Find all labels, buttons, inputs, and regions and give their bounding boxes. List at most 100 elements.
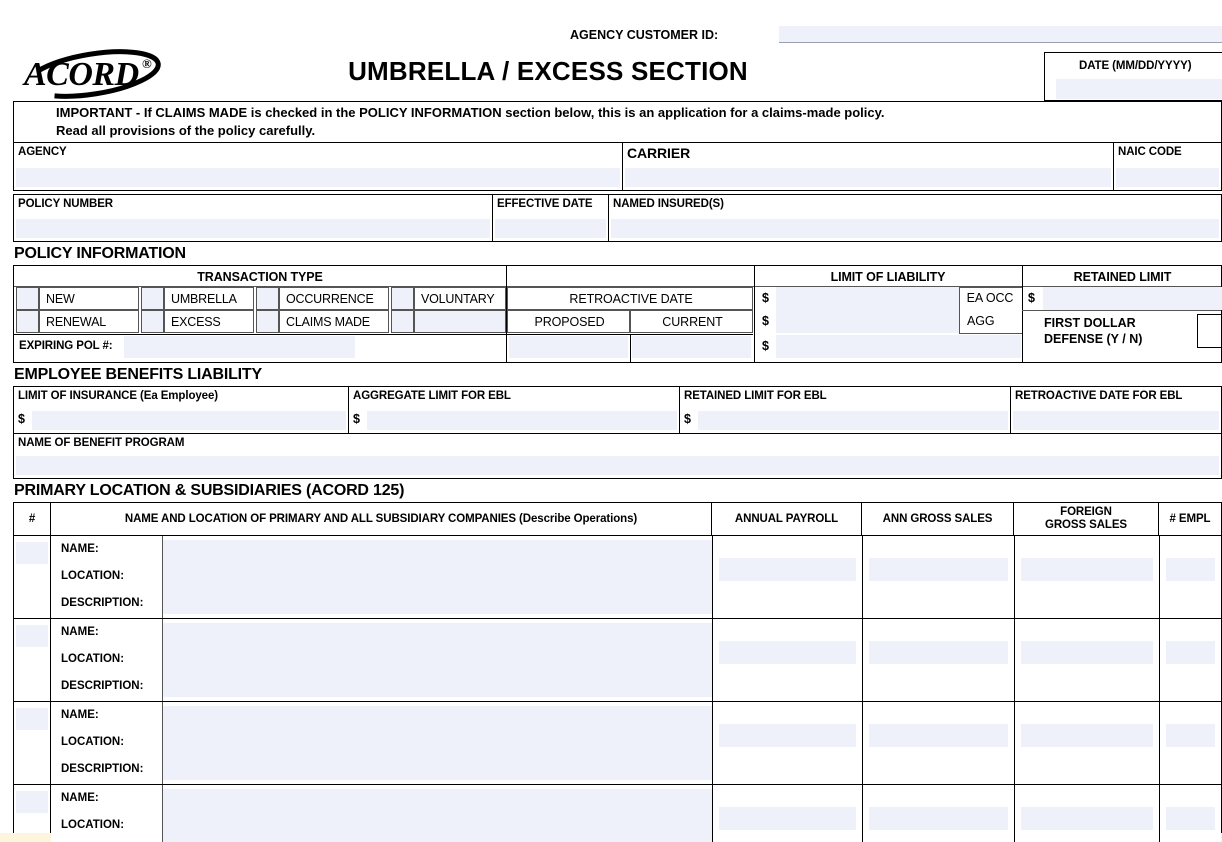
named-insured-input[interactable] bbox=[611, 219, 1219, 238]
row-number-cell bbox=[14, 619, 51, 701]
row-field-labels: NAME: LOCATION: DESCRIPTION: bbox=[51, 619, 163, 701]
description-label: DESCRIPTION: bbox=[61, 763, 144, 775]
annual-payroll-input[interactable] bbox=[719, 558, 856, 581]
limit-agg-input[interactable] bbox=[776, 310, 959, 333]
first-dollar-defense-label: FIRST DOLLAR DEFENSE (Y / N) bbox=[1044, 316, 1142, 347]
ann-gross-sales-input[interactable] bbox=[869, 558, 1008, 581]
num-empl-input[interactable] bbox=[1166, 558, 1215, 581]
row-number-input[interactable] bbox=[16, 791, 48, 813]
column-header-name-location: NAME AND LOCATION OF PRIMARY AND ALL SUB… bbox=[51, 503, 712, 535]
policy-number-row: POLICY NUMBER EFFECTIVE DATE NAMED INSUR… bbox=[13, 194, 1222, 242]
table-row: NAME: LOCATION: DESCRIPTION: bbox=[14, 702, 1221, 785]
agency-customer-id-input[interactable] bbox=[779, 26, 1222, 43]
policy-number-input[interactable] bbox=[16, 219, 490, 238]
num-empl-input[interactable] bbox=[1166, 641, 1215, 664]
agency-input[interactable] bbox=[16, 168, 620, 187]
foreign-gross-sales-input[interactable] bbox=[1021, 558, 1153, 581]
named-insured-cell: NAMED INSURED(S) bbox=[609, 195, 1221, 241]
foreign-gross-sales-input[interactable] bbox=[1021, 724, 1153, 747]
row-field-labels: NAME: LOCATION: DESCRIPTION: bbox=[51, 785, 163, 842]
subsidiaries-header-row: # NAME AND LOCATION OF PRIMARY AND ALL S… bbox=[14, 503, 1221, 536]
ann-gross-sales-input[interactable] bbox=[869, 807, 1008, 830]
divider bbox=[959, 287, 960, 333]
limit-third-input[interactable] bbox=[776, 335, 1021, 358]
checkbox-renewal[interactable] bbox=[16, 310, 39, 333]
naic-code-input[interactable] bbox=[1116, 168, 1219, 187]
checkbox-excess[interactable] bbox=[141, 310, 164, 333]
checkbox-occurrence[interactable] bbox=[256, 287, 279, 310]
limit-ea-occ-input[interactable] bbox=[776, 287, 959, 310]
ebl-aggregate-dollar: $ bbox=[353, 412, 360, 426]
benefit-program-input[interactable] bbox=[16, 456, 1219, 475]
option-voluntary[interactable]: VOLUNTARY bbox=[414, 287, 506, 310]
policy-number-label: POLICY NUMBER bbox=[18, 198, 113, 210]
benefit-program-label: NAME OF BENEFIT PROGRAM bbox=[18, 437, 185, 449]
option-umbrella[interactable]: UMBRELLA bbox=[164, 287, 254, 310]
location-label: LOCATION: bbox=[61, 819, 125, 831]
foreign-gross-sales-input[interactable] bbox=[1021, 641, 1153, 664]
ebl-limit-of-insurance-input[interactable] bbox=[32, 411, 346, 430]
ea-occ-label: EA OCC bbox=[966, 291, 1014, 305]
checkbox-claims-made[interactable] bbox=[256, 310, 279, 333]
named-insured-label: NAMED INSURED(S) bbox=[613, 198, 724, 210]
date-input[interactable] bbox=[1056, 79, 1222, 99]
checkbox-umbrella[interactable] bbox=[141, 287, 164, 310]
divider bbox=[1022, 266, 1023, 362]
row-field-labels: NAME: LOCATION: DESCRIPTION: bbox=[51, 702, 163, 784]
policy-number-cell: POLICY NUMBER bbox=[14, 195, 492, 241]
limit-ea-occ-dollar: $ bbox=[762, 291, 769, 305]
foreign-gross-sales-input[interactable] bbox=[1021, 807, 1153, 830]
ebl-aggregate-limit-input[interactable] bbox=[367, 411, 677, 430]
ebl-retained-limit-input[interactable] bbox=[698, 411, 1008, 430]
column-header-foreign-gross-sales: FOREIGN GROSS SALES bbox=[1014, 503, 1159, 535]
ebl-limit-of-insurance-label: LIMIT OF INSURANCE (Ea Employee) bbox=[18, 390, 218, 402]
divider bbox=[1022, 310, 1221, 311]
ann-gross-sales-cell bbox=[862, 619, 1014, 701]
acord-registered-mark: ® bbox=[142, 56, 152, 71]
row-number-input[interactable] bbox=[16, 625, 48, 647]
name-label: NAME: bbox=[61, 543, 99, 555]
ebl-limit-dollar: $ bbox=[18, 412, 25, 426]
description-label: DESCRIPTION: bbox=[61, 680, 144, 692]
annual-payroll-cell bbox=[712, 785, 862, 842]
checkbox-new[interactable] bbox=[16, 287, 39, 310]
option-claims-made[interactable]: CLAIMS MADE bbox=[279, 310, 389, 333]
expiring-policy-label: EXPIRING POL #: bbox=[19, 340, 113, 352]
table-row: NAME: LOCATION: DESCRIPTION: bbox=[14, 785, 1221, 842]
foreign-gross-sales-cell bbox=[1014, 536, 1159, 618]
ann-gross-sales-cell bbox=[862, 702, 1014, 784]
row-number-input[interactable] bbox=[16, 708, 48, 730]
expiring-policy-input[interactable] bbox=[124, 336, 355, 358]
checkbox-voluntary[interactable] bbox=[391, 287, 414, 310]
effective-date-cell: EFFECTIVE DATE bbox=[493, 195, 608, 241]
carrier-input[interactable] bbox=[625, 168, 1111, 187]
ebl-retroactive-date-input[interactable] bbox=[1013, 411, 1219, 430]
num-empl-input[interactable] bbox=[1166, 724, 1215, 747]
annual-payroll-input[interactable] bbox=[719, 641, 856, 664]
option-claims-made-label: CLAIMS MADE bbox=[286, 315, 370, 329]
effective-date-input[interactable] bbox=[495, 219, 606, 238]
limit-agg-dollar: $ bbox=[762, 314, 769, 328]
num-empl-cell bbox=[1159, 536, 1221, 618]
annual-payroll-input[interactable] bbox=[719, 724, 856, 747]
option-new[interactable]: NEW bbox=[39, 287, 139, 310]
retained-limit-input[interactable] bbox=[1043, 287, 1222, 310]
option-occurrence[interactable]: OCCURRENCE bbox=[279, 287, 389, 310]
ann-gross-sales-input[interactable] bbox=[869, 724, 1008, 747]
num-empl-input[interactable] bbox=[1166, 807, 1215, 830]
option-voluntary-blank[interactable] bbox=[414, 310, 506, 333]
retro-proposed-input[interactable] bbox=[509, 336, 628, 358]
row-number-input[interactable] bbox=[16, 542, 48, 564]
carrier-cell: CARRIER bbox=[623, 143, 1113, 190]
agency-cell: AGENCY bbox=[14, 143, 622, 190]
option-excess[interactable]: EXCESS bbox=[164, 310, 254, 333]
option-renewal[interactable]: RENEWAL bbox=[39, 310, 139, 333]
first-dollar-defense-input[interactable] bbox=[1197, 314, 1222, 348]
ann-gross-sales-input[interactable] bbox=[869, 641, 1008, 664]
option-voluntary-label: VOLUNTARY bbox=[421, 292, 495, 306]
retro-current-input[interactable] bbox=[632, 336, 751, 358]
limit-of-liability-header: LIMIT OF LIABILITY bbox=[830, 270, 946, 284]
checkbox-voluntary-blank[interactable] bbox=[391, 310, 414, 333]
annual-payroll-input[interactable] bbox=[719, 807, 856, 830]
